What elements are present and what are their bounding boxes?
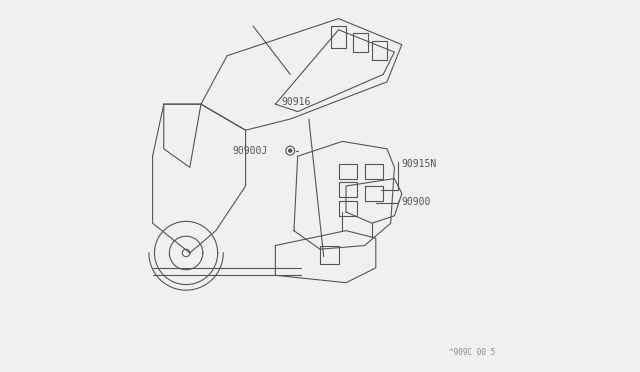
Text: 90900: 90900 xyxy=(401,197,431,206)
Text: ^909C 00 5: ^909C 00 5 xyxy=(449,348,495,357)
Circle shape xyxy=(289,149,292,152)
Text: 90900J: 90900J xyxy=(232,146,268,155)
Text: 90916: 90916 xyxy=(281,97,310,107)
Text: 90915N: 90915N xyxy=(401,160,436,169)
